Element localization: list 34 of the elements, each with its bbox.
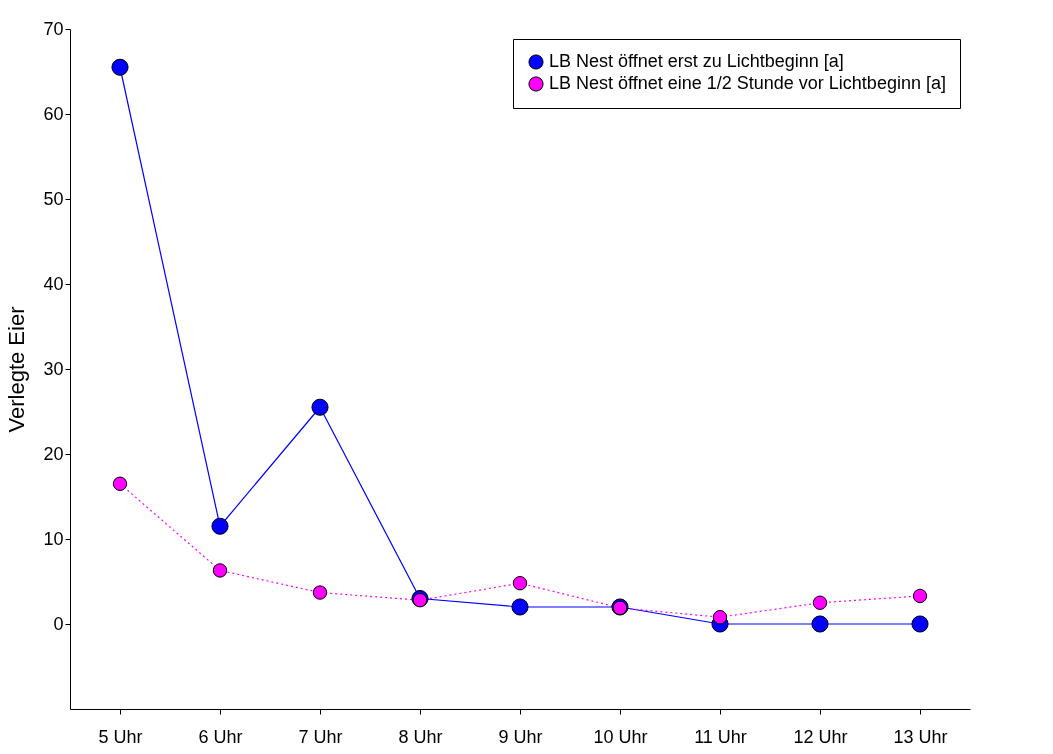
point xyxy=(111,58,129,76)
point xyxy=(512,576,528,591)
y-tick-label: 50 xyxy=(43,188,64,209)
point xyxy=(312,585,328,600)
y-tick-label: 10 xyxy=(43,528,64,549)
y-axis-title: Verlegte Eier xyxy=(4,306,30,433)
point xyxy=(212,563,228,578)
x-tick-label: 11 Uhr xyxy=(694,726,747,747)
x-tick-label: 6 Uhr xyxy=(198,726,243,747)
point xyxy=(812,595,828,610)
y-tick-label: 60 xyxy=(43,103,64,124)
point xyxy=(912,588,928,604)
point xyxy=(911,615,929,633)
x-tick-label: 5 Uhr xyxy=(98,726,143,747)
x-tick-label: 8 Uhr xyxy=(398,726,443,747)
point xyxy=(412,593,428,608)
point xyxy=(712,610,728,625)
point xyxy=(511,598,529,616)
y-tick-label: 20 xyxy=(43,443,64,464)
x-tick-label: 7 Uhr xyxy=(298,726,343,747)
point xyxy=(211,517,229,535)
point xyxy=(311,398,329,416)
x-tick-label: 13 Uhr xyxy=(893,726,948,747)
y-tick-label: 30 xyxy=(43,358,64,379)
y-tick-label: 0 xyxy=(53,613,64,634)
legend-label: LB Nest öffnet erst zu Lichtbeginn [a] xyxy=(549,51,844,71)
point xyxy=(112,476,128,491)
y-tick-label: 40 xyxy=(43,273,64,294)
x-tick-label: 10 Uhr xyxy=(593,726,648,747)
y-tick-label: 70 xyxy=(43,18,64,39)
x-tick-label: 12 Uhr xyxy=(793,726,848,747)
x-tick-label: 9 Uhr xyxy=(498,726,543,747)
point xyxy=(811,615,829,633)
legend-label: LB Nest öffnet eine 1/2 Stunde vor Lichtbeginn [a] xyxy=(549,73,946,93)
